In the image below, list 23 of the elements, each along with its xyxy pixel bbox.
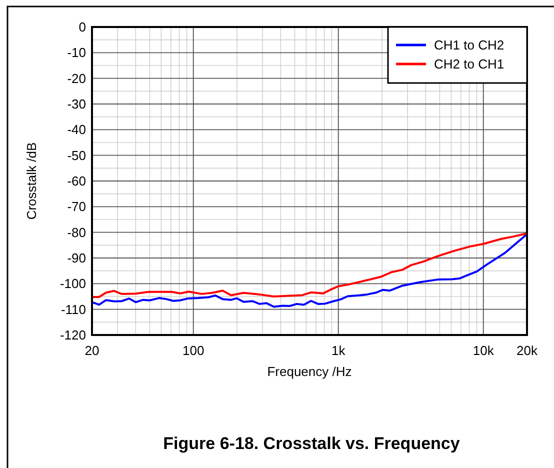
x-tick-label: 20 bbox=[84, 343, 100, 358]
y-tick-label: -10 bbox=[67, 45, 86, 60]
y-tick-label: -40 bbox=[67, 122, 86, 138]
x-axis-title: Frequency /Hz bbox=[267, 364, 352, 379]
y-tick-label: -100 bbox=[60, 276, 86, 292]
x-tick-label: 1k bbox=[331, 343, 346, 358]
y-tick-label: -110 bbox=[60, 302, 86, 317]
x-tick-label: 10k bbox=[472, 343, 494, 358]
legend-label: CH2 to CH1 bbox=[434, 56, 504, 72]
y-tick-label: -20 bbox=[67, 70, 86, 86]
y-tick-label: -90 bbox=[67, 250, 86, 266]
legend-label: CH1 to CH2 bbox=[434, 38, 504, 52]
y-tick-label: -70 bbox=[67, 199, 86, 214]
y-tick-label: -120 bbox=[60, 328, 86, 342]
y-tick-label: -80 bbox=[67, 224, 86, 240]
text: Figure 6-18. Crosstalk vs. Frequency bbox=[163, 434, 460, 453]
y-tick-label: -30 bbox=[67, 96, 86, 112]
x-tick-label: 20k bbox=[516, 343, 538, 358]
y-axis-title: Crosstalk /dB bbox=[24, 142, 39, 220]
y-tick-label: -60 bbox=[67, 174, 86, 188]
y-tick-label: 0 bbox=[78, 20, 86, 34]
y-tick-label: -50 bbox=[67, 148, 86, 163]
x-tick-label: 100 bbox=[182, 343, 204, 358]
